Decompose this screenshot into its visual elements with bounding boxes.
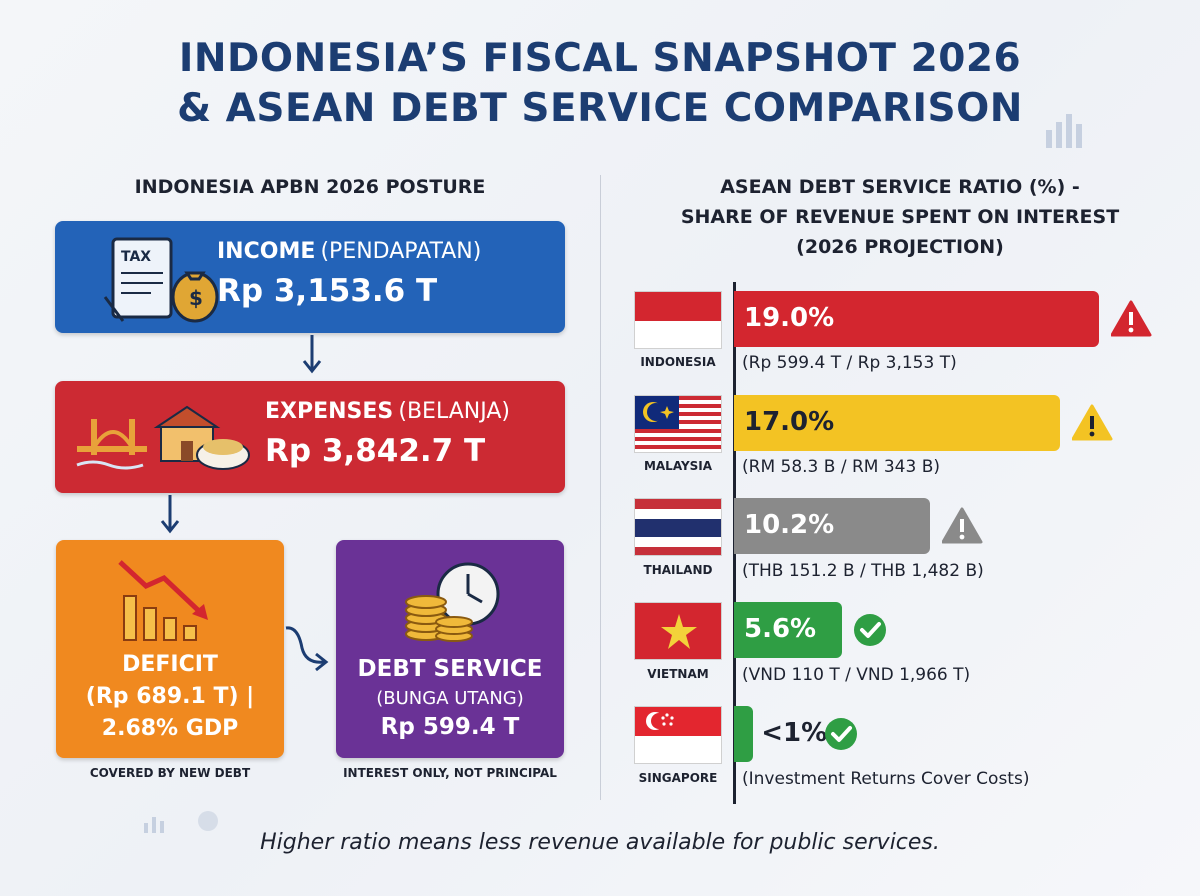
section-divider xyxy=(600,175,601,800)
expenses-label: EXPENSES xyxy=(265,399,394,424)
bar-malaysia xyxy=(734,395,1061,451)
bar-indonesia xyxy=(734,291,1099,347)
bar-detail-thailand: (THB 151.2 B / THB 1,482 B) xyxy=(742,561,984,581)
right-heading-line-2: SHARE OF REVENUE SPENT ON INTEREST xyxy=(680,206,1120,228)
flag-malaysia-icon xyxy=(634,395,722,453)
bar-value-vietnam: 5.6% xyxy=(744,614,817,644)
check-icon xyxy=(825,718,858,750)
deficit-gdp: 2.68% GDP xyxy=(101,716,239,741)
deficit-amount: (Rp 689.1 T) | xyxy=(85,684,255,709)
main-title: INDONESIA’S FISCAL SNAPSHOT 2026 & ASEAN… xyxy=(0,34,1200,134)
debt-service-caption: INTEREST ONLY, NOT PRINCIPAL xyxy=(343,766,557,780)
debt-service-amount: Rp 599.4 T xyxy=(380,714,520,740)
deficit-label: DEFICIT xyxy=(122,652,218,677)
bar-singapore xyxy=(734,706,754,762)
flag-vietnam-icon xyxy=(634,602,722,660)
bar-value-malaysia: 17.0% xyxy=(744,407,835,437)
right-heading-line-3: (2026 PROJECTION) xyxy=(796,236,1004,258)
warning-icon xyxy=(1110,300,1152,337)
country-label-vietnam: VIETNAM xyxy=(647,667,709,681)
expenses-box: EXPENSES (BELANJA) Rp 3,842.7 T xyxy=(55,381,565,493)
left-heading: INDONESIA APBN 2026 POSTURE xyxy=(134,176,486,198)
decor-bar-chart-icon xyxy=(1046,114,1082,148)
flag-thailand-icon xyxy=(634,498,722,556)
expenses-sub: (BELANJA) xyxy=(398,399,510,424)
title-line-1: INDONESIA’S FISCAL SNAPSHOT 2026 xyxy=(178,36,1022,81)
income-label: INCOME xyxy=(217,239,316,264)
expenses-amount: Rp 3,842.7 T xyxy=(265,433,486,469)
check-icon xyxy=(853,614,886,646)
income-sub: (PENDAPATAN) xyxy=(320,239,482,264)
arrow-right-icon xyxy=(285,626,329,672)
bar-detail-singapore: (Investment Returns Cover Costs) xyxy=(742,769,1030,789)
deficit-box: DEFICIT (Rp 689.1 T) | 2.68% GDP xyxy=(56,540,284,758)
flag-singapore-icon xyxy=(634,706,722,764)
warning-icon xyxy=(1072,404,1113,441)
debt-service-label: DEBT SERVICE xyxy=(357,656,543,682)
bar-detail-indonesia: (Rp 599.4 T / Rp 3,153 T) xyxy=(742,353,957,373)
bar-value-indonesia: 19.0% xyxy=(744,303,835,333)
bar-vietnam xyxy=(734,602,842,658)
bar-detail-vietnam: (VND 110 T / VND 1,966 T) xyxy=(742,665,971,685)
country-label-singapore: SINGAPORE xyxy=(638,771,718,785)
bar-value-singapore: <1% xyxy=(761,718,828,748)
infrastructure-icon xyxy=(76,405,250,470)
right-heading-line-1: ASEAN DEBT SERVICE RATIO (%) - xyxy=(720,176,1080,198)
flag-indonesia-icon xyxy=(634,291,722,349)
tax-icon-text: TAX xyxy=(121,249,151,265)
debt-service-sub: (BUNGA UTANG) xyxy=(376,688,524,709)
debt-service-box: DEBT SERVICE (BUNGA UTANG) Rp 599.4 T xyxy=(336,540,564,758)
income-amount: Rp 3,153.6 T xyxy=(217,273,438,309)
right-heading: ASEAN DEBT SERVICE RATIO (%) - SHARE OF … xyxy=(610,172,1190,262)
bar-thailand xyxy=(734,498,930,554)
title-line-2: & ASEAN DEBT SERVICE COMPARISON xyxy=(177,86,1023,131)
income-box: TAX $ INCOME (PENDAPATAN) Rp 3,153.6 T xyxy=(55,221,565,333)
warning-icon xyxy=(941,507,983,544)
arrow-down-icon xyxy=(302,335,322,374)
bar-detail-malaysia: (RM 58.3 B / RM 343 B) xyxy=(742,457,940,477)
bar-value-thailand: 10.2% xyxy=(744,510,835,540)
coins-clock-icon xyxy=(405,562,500,642)
decor-mini-chart-icon xyxy=(144,811,218,833)
deficit-caption: COVERED BY NEW DEBT xyxy=(89,766,251,780)
arrow-down-icon xyxy=(160,495,180,534)
svg-text:$: $ xyxy=(189,286,203,310)
country-label-thailand: THAILAND xyxy=(643,563,713,577)
declining-chart-icon xyxy=(118,560,208,641)
country-label-indonesia: INDONESIA xyxy=(640,355,716,369)
tax-document-icon: TAX $ xyxy=(103,237,219,323)
footer-note: Higher ratio means less revenue availabl… xyxy=(260,830,940,855)
country-label-malaysia: MALAYSIA xyxy=(643,459,713,473)
